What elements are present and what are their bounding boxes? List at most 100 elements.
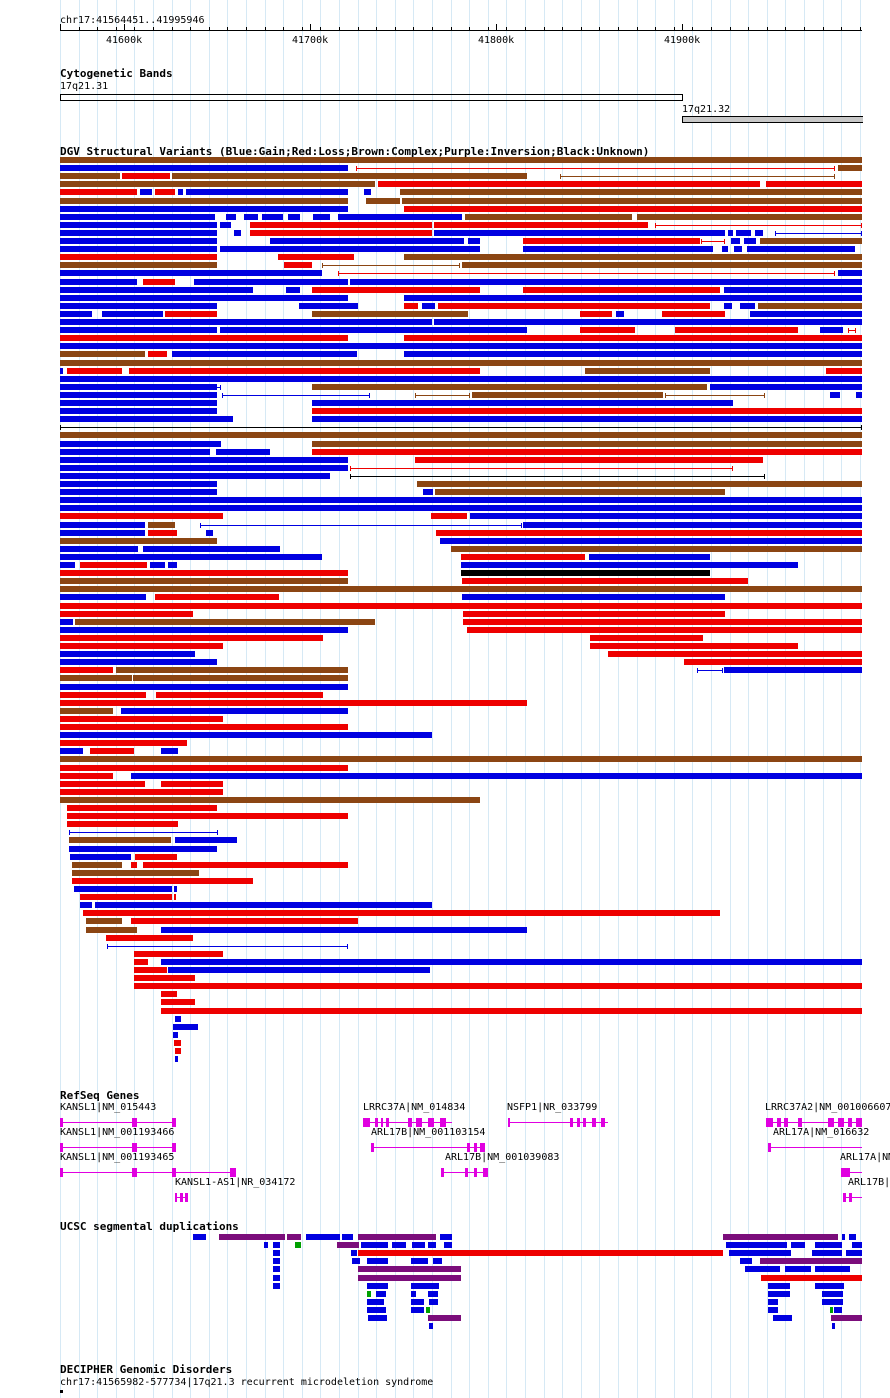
dgv-complex-feature[interactable]	[312, 383, 707, 390]
dgv-gain-feature[interactable]	[60, 302, 217, 309]
dgv-loss-feature[interactable]	[143, 861, 348, 868]
gene-exon[interactable]	[843, 1193, 846, 1202]
gene-intron[interactable]	[843, 1197, 862, 1198]
dgv-gain-feature[interactable]	[60, 416, 233, 423]
dgv-loss-feature[interactable]	[60, 513, 223, 520]
dgv-loss-feature[interactable]	[60, 643, 223, 649]
segdup-feature-blue[interactable]	[768, 1298, 778, 1305]
dgv-gain-feature[interactable]	[830, 391, 840, 398]
dgv-gain-feature[interactable]	[60, 529, 145, 536]
dgv-gain-feature[interactable]	[60, 400, 217, 406]
dgv-loss-feature[interactable]	[250, 229, 432, 236]
dgv-gain-feature[interactable]	[60, 553, 322, 560]
dgv-gain-feature[interactable]	[161, 926, 527, 933]
dgv-loss-feature[interactable]	[161, 991, 177, 998]
dgv-gain-feature[interactable]	[755, 229, 763, 236]
dgv-gain-feature[interactable]	[60, 456, 348, 463]
dgv-gain-feature[interactable]	[422, 302, 435, 309]
dgv-gain-feature[interactable]	[697, 670, 723, 672]
segdup-feature-purple[interactable]	[219, 1234, 285, 1240]
segdup-feature-blue[interactable]	[367, 1258, 388, 1265]
dgv-gain-feature[interactable]	[60, 489, 217, 496]
cytoband-17q21-31[interactable]	[60, 94, 683, 101]
dgv-complex-feature[interactable]	[60, 796, 480, 803]
gene-exon[interactable]	[172, 1168, 176, 1177]
dgv-gain-feature[interactable]	[74, 886, 172, 892]
dgv-gain-feature[interactable]	[60, 213, 215, 220]
dgv-loss-feature[interactable]	[404, 302, 418, 309]
segdup-feature-purple[interactable]	[723, 1234, 838, 1240]
dgv-complex-feature[interactable]	[116, 667, 348, 674]
segdup-feature-purple[interactable]	[358, 1266, 461, 1273]
dgv-gain-feature[interactable]	[60, 375, 862, 382]
dgv-gain-feature[interactable]	[838, 270, 862, 277]
segdup-feature-purple[interactable]	[358, 1274, 461, 1281]
dgv-gain-feature[interactable]	[350, 278, 862, 285]
segdup-feature-blue[interactable]	[367, 1298, 384, 1305]
gene-exon[interactable]	[172, 1118, 176, 1127]
dgv-gain-feature[interactable]	[121, 707, 348, 714]
gene-exon[interactable]	[798, 1118, 802, 1127]
dgv-gain-feature[interactable]	[60, 521, 145, 528]
segdup-feature-green[interactable]	[830, 1306, 833, 1313]
gene-label[interactable]: KANSL1-AS1|NR_034172	[175, 1177, 296, 1188]
gene-label[interactable]: KANSL1|NM_001193466	[60, 1127, 175, 1138]
dgv-loss-feature[interactable]	[143, 278, 175, 285]
dgv-loss-feature[interactable]	[131, 861, 137, 868]
dgv-gain-feature[interactable]	[60, 481, 217, 487]
dgv-loss-feature[interactable]	[60, 699, 527, 706]
segdup-feature-purple[interactable]	[760, 1258, 862, 1265]
dgv-loss-feature[interactable]	[848, 330, 856, 332]
dgv-gain-feature[interactable]	[186, 189, 348, 196]
dgv-complex-feature[interactable]	[60, 359, 862, 366]
dgv-gain-feature[interactable]	[216, 448, 270, 455]
gene-exon[interactable]	[766, 1118, 773, 1127]
dgv-gain-feature[interactable]	[175, 1056, 178, 1063]
dgv-loss-feature[interactable]	[134, 950, 223, 957]
segdup-feature-purple[interactable]	[337, 1242, 359, 1249]
segdup-feature-blue[interactable]	[852, 1242, 862, 1249]
dgv-loss-feature[interactable]	[438, 302, 710, 309]
dgv-loss-feature[interactable]	[463, 610, 725, 617]
dgv-gain-feature[interactable]	[60, 594, 146, 601]
gene-exon[interactable]	[416, 1118, 422, 1127]
dgv-complex-feature[interactable]	[462, 262, 862, 269]
dgv-loss-feature[interactable]	[60, 254, 217, 261]
gene-intron[interactable]	[60, 1122, 176, 1123]
dgv-loss-feature[interactable]	[135, 853, 177, 860]
segdup-feature-blue[interactable]	[815, 1242, 842, 1249]
dgv-loss-feature[interactable]	[80, 562, 147, 568]
gene-exon[interactable]	[856, 1118, 862, 1127]
dgv-loss-feature[interactable]	[608, 651, 862, 658]
dgv-gain-feature[interactable]	[60, 221, 217, 228]
dgv-unknown-feature[interactable]	[350, 475, 765, 477]
dgv-complex-feature[interactable]	[402, 197, 862, 204]
dgv-complex-feature[interactable]	[465, 213, 632, 220]
segdup-feature-blue[interactable]	[834, 1306, 842, 1313]
gene-exon[interactable]	[841, 1168, 850, 1177]
dgv-loss-feature[interactable]	[404, 335, 862, 342]
dgv-loss-feature[interactable]	[662, 310, 725, 317]
gene-intron[interactable]	[371, 1147, 485, 1148]
dgv-loss-feature[interactable]	[60, 602, 862, 609]
dgv-gain-feature[interactable]	[60, 448, 210, 455]
dgv-gain-feature[interactable]	[150, 562, 165, 568]
gene-exon[interactable]	[375, 1118, 378, 1127]
dgv-loss-feature[interactable]	[60, 724, 348, 730]
dgv-gain-feature[interactable]	[736, 229, 751, 236]
dgv-complex-feature[interactable]	[60, 157, 862, 163]
gene-label[interactable]: ARL17A|NM	[840, 1152, 890, 1163]
dgv-loss-feature[interactable]	[155, 189, 175, 196]
dgv-gain-feature[interactable]	[60, 618, 73, 625]
dgv-gain-feature[interactable]	[244, 213, 258, 220]
dgv-loss-feature[interactable]	[467, 626, 862, 633]
dgv-complex-feature[interactable]	[312, 310, 468, 317]
dgv-gain-feature[interactable]	[750, 310, 862, 317]
dgv-gain-feature[interactable]	[404, 351, 862, 358]
dgv-loss-feature[interactable]	[83, 910, 720, 917]
dgv-gain-feature[interactable]	[820, 327, 843, 334]
dgv-gain-feature[interactable]	[131, 772, 862, 779]
dgv-loss-feature[interactable]	[67, 367, 122, 374]
dgv-gain-feature[interactable]	[60, 246, 217, 253]
dgv-loss-feature[interactable]	[312, 286, 480, 293]
